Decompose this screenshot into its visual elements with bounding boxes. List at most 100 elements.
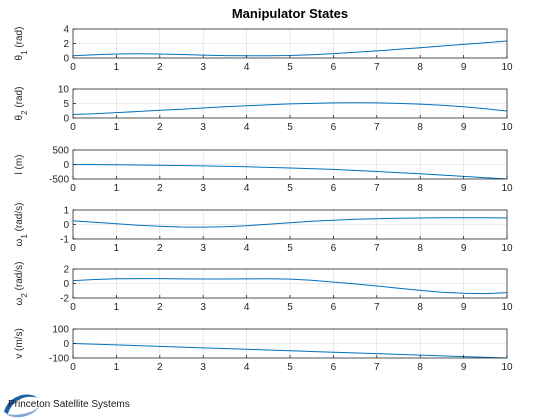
x-tick-label: 3 [200,243,206,254]
x-tick-label: 3 [200,183,206,194]
x-tick-label: 2 [157,302,163,313]
y-tick-label: 2 [63,39,69,50]
y-axis-label: ω2 (rad/s) [14,262,29,306]
x-tick-label: 5 [287,62,293,73]
x-tick-label: 6 [331,122,337,133]
x-tick-label: 5 [287,122,293,133]
y-tick-label: -2 [60,294,69,305]
x-tick-label: 10 [501,183,513,194]
series-line [72,217,508,228]
x-tick-label: 10 [501,122,513,133]
y-tick-label: 0 [63,160,69,171]
x-tick-label: 6 [331,302,337,313]
x-tick-label: 0 [70,122,76,133]
x-tick-label: 2 [157,62,163,73]
y-tick-label: -1 [60,235,69,246]
x-tick-label: 1 [114,243,120,254]
x-tick-label: 0 [70,183,76,194]
x-tick-label: 3 [200,62,206,73]
chart-title: Manipulator States [232,6,348,21]
series-line [72,343,508,359]
x-tick-label: 3 [200,122,206,133]
series-line [72,102,508,115]
x-tick-label: 8 [417,183,423,194]
swoosh-logo-icon [4,394,40,418]
x-tick-label: 2 [157,362,163,373]
x-tick-label: 6 [331,362,337,373]
y-tick-label: 100 [52,325,69,336]
x-tick-label: 0 [70,362,76,373]
x-tick-label: 9 [461,243,467,254]
x-tick-label: 1 [114,302,120,313]
x-tick-label: 4 [244,122,250,133]
x-tick-label: 3 [200,362,206,373]
x-tick-label: 7 [374,302,380,313]
y-tick-label: -500 [49,175,69,186]
x-tick-label: 2 [157,183,163,194]
y-axis-label: θ2 (rad) [14,87,29,121]
y-tick-label: 500 [52,146,69,157]
x-tick-label: 4 [244,62,250,73]
x-tick-label: 9 [461,122,467,133]
x-tick-label: 7 [374,122,380,133]
company-logo: Princeton Satellite Systems [2,392,162,418]
x-tick-label: 0 [70,302,76,313]
x-tick-label: 8 [417,302,423,313]
y-tick-label: 0 [63,220,69,231]
x-tick-label: 9 [461,362,467,373]
x-tick-label: 10 [501,243,513,254]
x-tick-label: 2 [157,122,163,133]
y-axis-label: θ1 (rad) [14,27,29,61]
subplot-1: 0 1 2 3 4 5 6 7 8 9 10 0 2 4 θ1 (rad) Manipulator State… [14,6,513,73]
y-axis-label: l (m) [14,155,25,175]
x-tick-label: 8 [417,362,423,373]
x-tick-label: 8 [417,243,423,254]
x-tick-label: 1 [114,183,120,194]
x-tick-label: 4 [244,183,250,194]
x-tick-label: 4 [244,362,250,373]
x-tick-label: 10 [501,362,513,373]
x-tick-label: 4 [244,302,250,313]
y-tick-label: 0 [63,339,69,350]
series-line [72,278,508,295]
x-tick-label: 10 [501,62,513,73]
x-tick-label: 1 [114,62,120,73]
x-tick-label: 8 [417,122,423,133]
x-tick-label: 5 [287,243,293,254]
logo-text: Princeton Satellite Systems [8,399,130,410]
x-tick-label: 1 [114,362,120,373]
y-tick-label: 10 [58,85,70,96]
x-tick-label: 10 [501,302,513,313]
x-tick-label: 3 [200,302,206,313]
x-tick-label: 6 [331,62,337,73]
x-tick-label: 2 [157,243,163,254]
x-tick-label: 7 [374,243,380,254]
x-tick-label: 6 [331,183,337,194]
y-tick-label: 2 [63,265,69,276]
subplot-2: 0 1 2 3 4 5 6 7 8 9 10 0 5 10 θ2 (rad) [14,85,513,134]
x-tick-label: 9 [461,302,467,313]
x-tick-label: 5 [287,183,293,194]
x-tick-label: 5 [287,362,293,373]
x-tick-label: 0 [70,62,76,73]
x-tick-label: 0 [70,243,76,254]
y-tick-label: 4 [63,25,69,36]
x-tick-label: 5 [287,302,293,313]
y-tick-label: -100 [49,354,69,365]
x-tick-label: 9 [461,183,467,194]
y-tick-label: 0 [63,279,69,290]
x-tick-label: 1 [114,122,120,133]
y-tick-label: 0 [63,54,69,65]
x-tick-label: 4 [244,243,250,254]
y-tick-label: 0 [63,114,69,125]
x-tick-label: 7 [374,183,380,194]
series-line [72,164,508,180]
x-tick-label: 8 [417,62,423,73]
y-tick-label: 5 [63,99,69,110]
x-tick-label: 9 [461,62,467,73]
